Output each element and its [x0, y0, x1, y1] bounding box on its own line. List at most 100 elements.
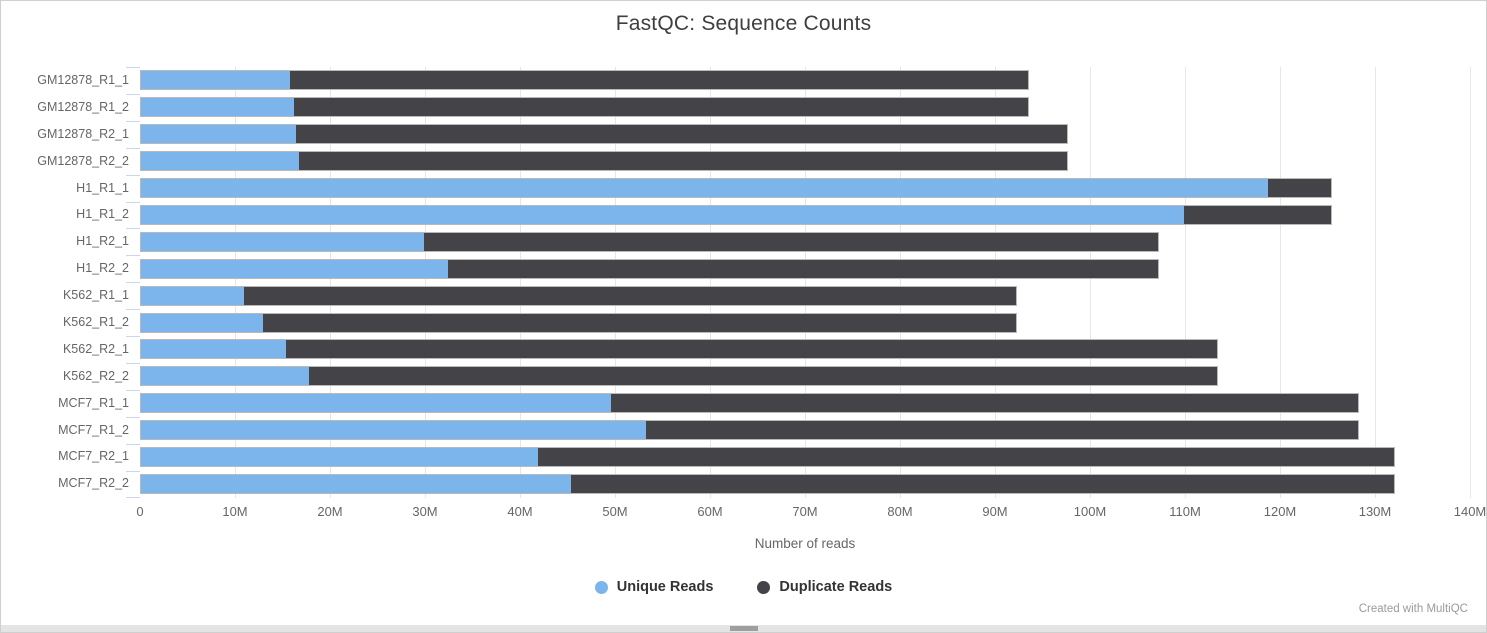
bar-segment-duplicate-reads[interactable] — [645, 421, 1358, 440]
y-axis-tick — [126, 309, 140, 311]
bar-segment-unique-reads[interactable] — [141, 259, 449, 278]
y-axis-tick — [126, 93, 140, 95]
gridline — [235, 67, 236, 498]
bar-segment-unique-reads[interactable] — [141, 152, 300, 171]
bar-H1_R1_1[interactable] — [140, 178, 1333, 199]
bar-segment-duplicate-reads[interactable] — [286, 340, 1218, 359]
y-axis-label: H1_R1_1 — [76, 180, 129, 195]
y-axis-label: GM12878_R1_2 — [37, 99, 129, 114]
x-tick-label: 60M — [697, 504, 723, 519]
bar-segment-duplicate-reads[interactable] — [423, 232, 1159, 251]
x-tick-label: 90M — [982, 504, 1008, 519]
legend: Unique Reads Duplicate Reads — [1, 579, 1486, 595]
bar-segment-duplicate-reads[interactable] — [296, 125, 1068, 144]
y-axis-label: K562_R1_2 — [62, 315, 129, 330]
bar-segment-unique-reads[interactable] — [141, 286, 245, 305]
y-axis-tick — [126, 416, 140, 418]
gridline — [1185, 67, 1186, 498]
x-tick-label: 40M — [507, 504, 533, 519]
bar-segment-duplicate-reads[interactable] — [263, 313, 1016, 332]
y-axis-tick — [126, 336, 140, 337]
legend-item-unique-reads[interactable]: Unique Reads — [594, 579, 714, 595]
bar-MCF7_R2_2[interactable] — [140, 473, 1395, 494]
x-tick-label: 0 — [136, 504, 144, 519]
bar-segment-unique-reads[interactable] — [141, 421, 646, 440]
horizontal-scrollbar-track[interactable] — [1, 625, 1486, 632]
y-axis-label: GM12878_R2_2 — [37, 153, 129, 168]
y-axis-tick — [126, 255, 140, 257]
y-axis-labels: GM12878_R1_1 GM12878_R1_2 GM12878_R2_1 GM12… — [1, 67, 140, 498]
bar-K562_R2_2[interactable] — [140, 366, 1219, 387]
bar-segment-unique-reads[interactable] — [141, 98, 294, 117]
bar-MCF7_R1_1[interactable] — [140, 393, 1359, 414]
legend-label: Duplicate Reads — [779, 579, 893, 595]
bar-segment-duplicate-reads[interactable] — [570, 474, 1394, 493]
bar-segment-unique-reads[interactable] — [141, 71, 290, 90]
bar-segment-unique-reads[interactable] — [141, 179, 1268, 198]
bar-segment-duplicate-reads[interactable] — [308, 367, 1218, 386]
bar-segment-unique-reads[interactable] — [141, 474, 571, 493]
bar-segment-duplicate-reads[interactable] — [293, 98, 1029, 117]
bar-MCF7_R1_2[interactable] — [140, 420, 1359, 441]
bar-H1_R2_2[interactable] — [140, 258, 1160, 279]
bar-MCF7_R2_1[interactable] — [140, 447, 1395, 468]
unique-reads-dot-icon — [594, 580, 608, 594]
bar-segment-unique-reads[interactable] — [141, 340, 287, 359]
bar-segment-unique-reads[interactable] — [141, 394, 612, 413]
bar-GM12878_R1_2[interactable] — [140, 97, 1030, 118]
gridline — [1374, 67, 1376, 498]
y-axis-tick — [126, 443, 140, 445]
y-axis-tick — [126, 282, 140, 284]
bar-GM12878_R2_1[interactable] — [140, 124, 1069, 145]
bar-segment-duplicate-reads[interactable] — [244, 286, 1016, 305]
chart-title: FastQC: Sequence Counts — [615, 12, 872, 35]
bar-segment-unique-reads[interactable] — [141, 125, 297, 144]
bar-K562_R2_1[interactable] — [140, 339, 1219, 360]
y-axis-tick — [126, 470, 140, 472]
y-axis-tick — [126, 497, 140, 499]
bar-GM12878_R1_1[interactable] — [140, 70, 1030, 91]
multiqc-credit: Created with MultiQC — [1358, 603, 1468, 615]
x-tick-label: 70M — [792, 504, 818, 519]
bar-segment-duplicate-reads[interactable] — [289, 71, 1029, 90]
y-axis-label: H1_R2_1 — [76, 234, 129, 249]
horizontal-scrollbar-thumb[interactable] — [730, 626, 758, 631]
bar-K562_R1_2[interactable] — [140, 312, 1017, 333]
gridline — [520, 67, 521, 498]
bar-H1_R2_1[interactable] — [140, 231, 1160, 252]
gridline — [425, 67, 426, 498]
y-axis-tick — [126, 147, 140, 149]
gridline — [615, 67, 616, 498]
bar-segment-duplicate-reads[interactable] — [611, 394, 1358, 413]
y-axis-label: H1_R1_2 — [76, 207, 129, 222]
bar-K562_R1_1[interactable] — [140, 285, 1017, 306]
y-axis-label: K562_R2_2 — [62, 368, 129, 383]
x-axis-title: Number of reads — [754, 536, 856, 551]
legend-label: Unique Reads — [616, 579, 714, 595]
bar-segment-unique-reads[interactable] — [141, 205, 1185, 224]
x-tick-label: 30M — [412, 504, 438, 519]
y-axis-label: MCF7_R2_1 — [58, 449, 129, 464]
gridline — [1090, 67, 1091, 498]
bar-segment-unique-reads[interactable] — [141, 313, 264, 332]
bar-segment-duplicate-reads[interactable] — [299, 152, 1068, 171]
y-axis-tick — [126, 120, 140, 122]
bar-segment-unique-reads[interactable] — [141, 367, 309, 386]
bar-segment-duplicate-reads[interactable] — [1267, 179, 1332, 198]
y-axis-label: K562_R1_1 — [62, 288, 129, 303]
y-axis-tick — [126, 67, 140, 68]
bar-segment-duplicate-reads[interactable] — [538, 448, 1394, 467]
bar-segment-unique-reads[interactable] — [141, 232, 424, 251]
bar-GM12878_R2_2[interactable] — [140, 151, 1069, 172]
bar-H1_R1_2[interactable] — [140, 204, 1333, 225]
gridline — [900, 67, 901, 498]
bar-segment-duplicate-reads[interactable] — [448, 259, 1159, 278]
x-tick-label: 130M — [1358, 504, 1392, 519]
gridline — [330, 67, 331, 498]
bar-segment-unique-reads[interactable] — [141, 448, 539, 467]
bar-segment-duplicate-reads[interactable] — [1184, 205, 1332, 224]
y-axis-label: MCF7_R1_2 — [58, 422, 129, 437]
legend-item-duplicate-reads[interactable]: Duplicate Reads — [757, 579, 892, 595]
chart: GM12878_R1_1 GM12878_R1_2 GM12878_R2_1 GM12… — [1, 67, 1471, 499]
y-axis-label: MCF7_R2_2 — [58, 476, 129, 491]
